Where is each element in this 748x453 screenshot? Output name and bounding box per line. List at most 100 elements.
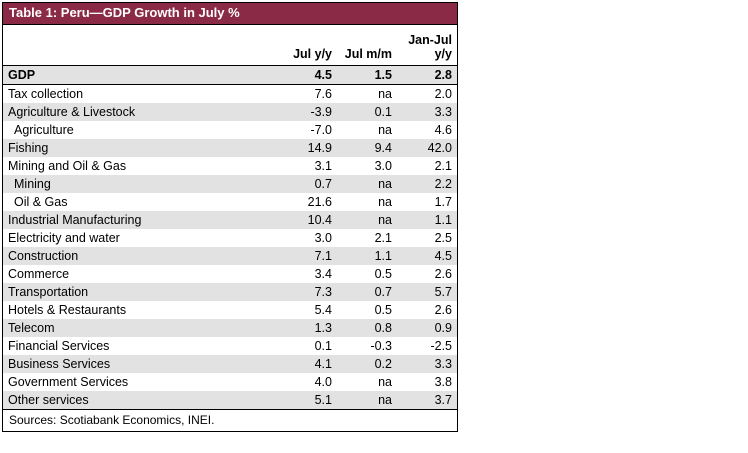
table-title: Table 1: Peru—GDP Growth in July %	[3, 3, 457, 25]
row-value: 9.4	[374, 140, 392, 155]
row-value: -0.3	[370, 338, 392, 353]
gdp-table-panel: Table 1: Peru—GDP Growth in July % Jul y…	[2, 2, 458, 432]
row-label: Oil & Gas	[14, 194, 68, 209]
row-value: 3.0	[374, 158, 392, 173]
row-value: 1.1	[434, 212, 452, 227]
table-row: Transportation 7.3 0.7 5.7	[3, 283, 457, 301]
row-value: 0.5	[374, 266, 392, 281]
row-value: 0.7	[374, 284, 392, 299]
table-row: Other services 5.1 na 3.7	[3, 391, 457, 409]
table-header: Jul y/y Jul m/m Jan-Jul y/y	[3, 25, 457, 66]
row-value: 7.6	[314, 86, 332, 101]
row-value: 5.7	[434, 284, 452, 299]
table-row: Business Services 4.1 0.2 3.3	[3, 355, 457, 373]
row-value: 0.7	[314, 176, 332, 191]
row-label: Other services	[8, 392, 89, 407]
row-value: 0.8	[374, 320, 392, 335]
row-value: -7.0	[310, 122, 332, 137]
table-row: Fishing 14.9 9.4 42.0	[3, 139, 457, 157]
row-value: 0.1	[314, 338, 332, 353]
row-value: -3.9	[310, 104, 332, 119]
row-value: na	[378, 392, 392, 407]
row-label: Hotels & Restaurants	[8, 302, 127, 317]
row-value: 7.3	[314, 284, 332, 299]
row-value: 2.6	[434, 266, 452, 281]
table-row: Government Services 4.0 na 3.8	[3, 373, 457, 391]
table-row: Commerce 3.4 0.5 2.6	[3, 265, 457, 283]
row-value: 2.6	[434, 302, 452, 317]
row-label: Agriculture & Livestock	[8, 104, 136, 119]
row-value: 4.0	[314, 374, 332, 389]
row-value: 10.4	[307, 212, 332, 227]
row-value: 0.9	[434, 320, 452, 335]
header-empty	[3, 25, 277, 66]
row-value: na	[378, 86, 392, 101]
row-value: 3.3	[434, 104, 452, 119]
row-value: 2.8	[397, 65, 457, 85]
row-value: na	[378, 212, 392, 227]
row-value: 5.1	[314, 392, 332, 407]
row-value: 0.2	[374, 356, 392, 371]
row-value: 2.0	[434, 86, 452, 101]
row-value: 4.6	[434, 122, 452, 137]
row-value: 4.5	[277, 65, 337, 85]
row-value: 5.4	[314, 302, 332, 317]
table-body: GDP 4.5 1.5 2.8 Tax collection 7.6 na 2.0 Agricu…	[3, 65, 457, 409]
table-row: GDP 4.5 1.5 2.8	[3, 65, 457, 85]
row-value: 2.5	[434, 230, 452, 245]
header-janjul-yy: Jan-Jul y/y	[397, 25, 457, 66]
row-label: Electricity and water	[8, 230, 120, 245]
header-jul-mm: Jul m/m	[337, 25, 397, 66]
gdp-growth-table: Jul y/y Jul m/m Jan-Jul y/y GDP 4.5 1.5 2.8…	[3, 25, 457, 409]
row-value: 1.1	[374, 248, 392, 263]
row-value: 2.1	[374, 230, 392, 245]
row-value: 4.5	[434, 248, 452, 263]
row-value: na	[378, 176, 392, 191]
row-label: Telecom	[8, 320, 55, 335]
row-value: 1.3	[314, 320, 332, 335]
row-label: GDP	[3, 65, 277, 85]
row-value: 42.0	[427, 140, 452, 155]
row-label: Tax collection	[8, 86, 84, 101]
table-row: Agriculture -7.0 na 4.6	[3, 121, 457, 139]
row-value: 3.0	[314, 230, 332, 245]
row-value: 0.5	[374, 302, 392, 317]
row-value: 1.7	[434, 194, 452, 209]
table-row: Construction 7.1 1.1 4.5	[3, 247, 457, 265]
row-value: na	[378, 122, 392, 137]
row-value: 0.1	[374, 104, 392, 119]
table-row: Mining and Oil & Gas 3.1 3.0 2.1	[3, 157, 457, 175]
row-value: 3.4	[314, 266, 332, 281]
row-label: Construction	[8, 248, 79, 263]
row-label: Mining	[14, 176, 51, 191]
row-value: 2.1	[434, 158, 452, 173]
row-label: Agriculture	[14, 122, 74, 137]
row-label: Government Services	[8, 374, 129, 389]
row-label: Commerce	[8, 266, 70, 281]
header-row: Jul y/y Jul m/m Jan-Jul y/y	[3, 25, 457, 66]
table-row: Mining 0.7 na 2.2	[3, 175, 457, 193]
table-row: Hotels & Restaurants 5.4 0.5 2.6	[3, 301, 457, 319]
table-row: Oil & Gas 21.6 na 1.7	[3, 193, 457, 211]
row-value: 21.6	[307, 194, 332, 209]
row-value: 3.7	[434, 392, 452, 407]
row-label: Business Services	[8, 356, 111, 371]
row-label: Industrial Manufacturing	[8, 212, 142, 227]
row-value: -2.5	[430, 338, 452, 353]
row-label: Financial Services	[8, 338, 110, 353]
table-row: Electricity and water 3.0 2.1 2.5	[3, 229, 457, 247]
table-row: Agriculture & Livestock -3.9 0.1 3.3	[3, 103, 457, 121]
row-value: 14.9	[307, 140, 332, 155]
header-jul-yy: Jul y/y	[277, 25, 337, 66]
row-value: 7.1	[314, 248, 332, 263]
table-row: Tax collection 7.6 na 2.0	[3, 85, 457, 104]
row-label: Fishing	[8, 140, 49, 155]
sources-note: Sources: Scotiabank Economics, INEI.	[3, 409, 457, 431]
table-row: Financial Services 0.1 -0.3 -2.5	[3, 337, 457, 355]
row-label: Mining and Oil & Gas	[8, 158, 127, 173]
row-value: 1.5	[337, 65, 397, 85]
row-value: na	[378, 374, 392, 389]
row-value: 4.1	[314, 356, 332, 371]
table-row: Industrial Manufacturing 10.4 na 1.1	[3, 211, 457, 229]
row-label: Transportation	[8, 284, 89, 299]
